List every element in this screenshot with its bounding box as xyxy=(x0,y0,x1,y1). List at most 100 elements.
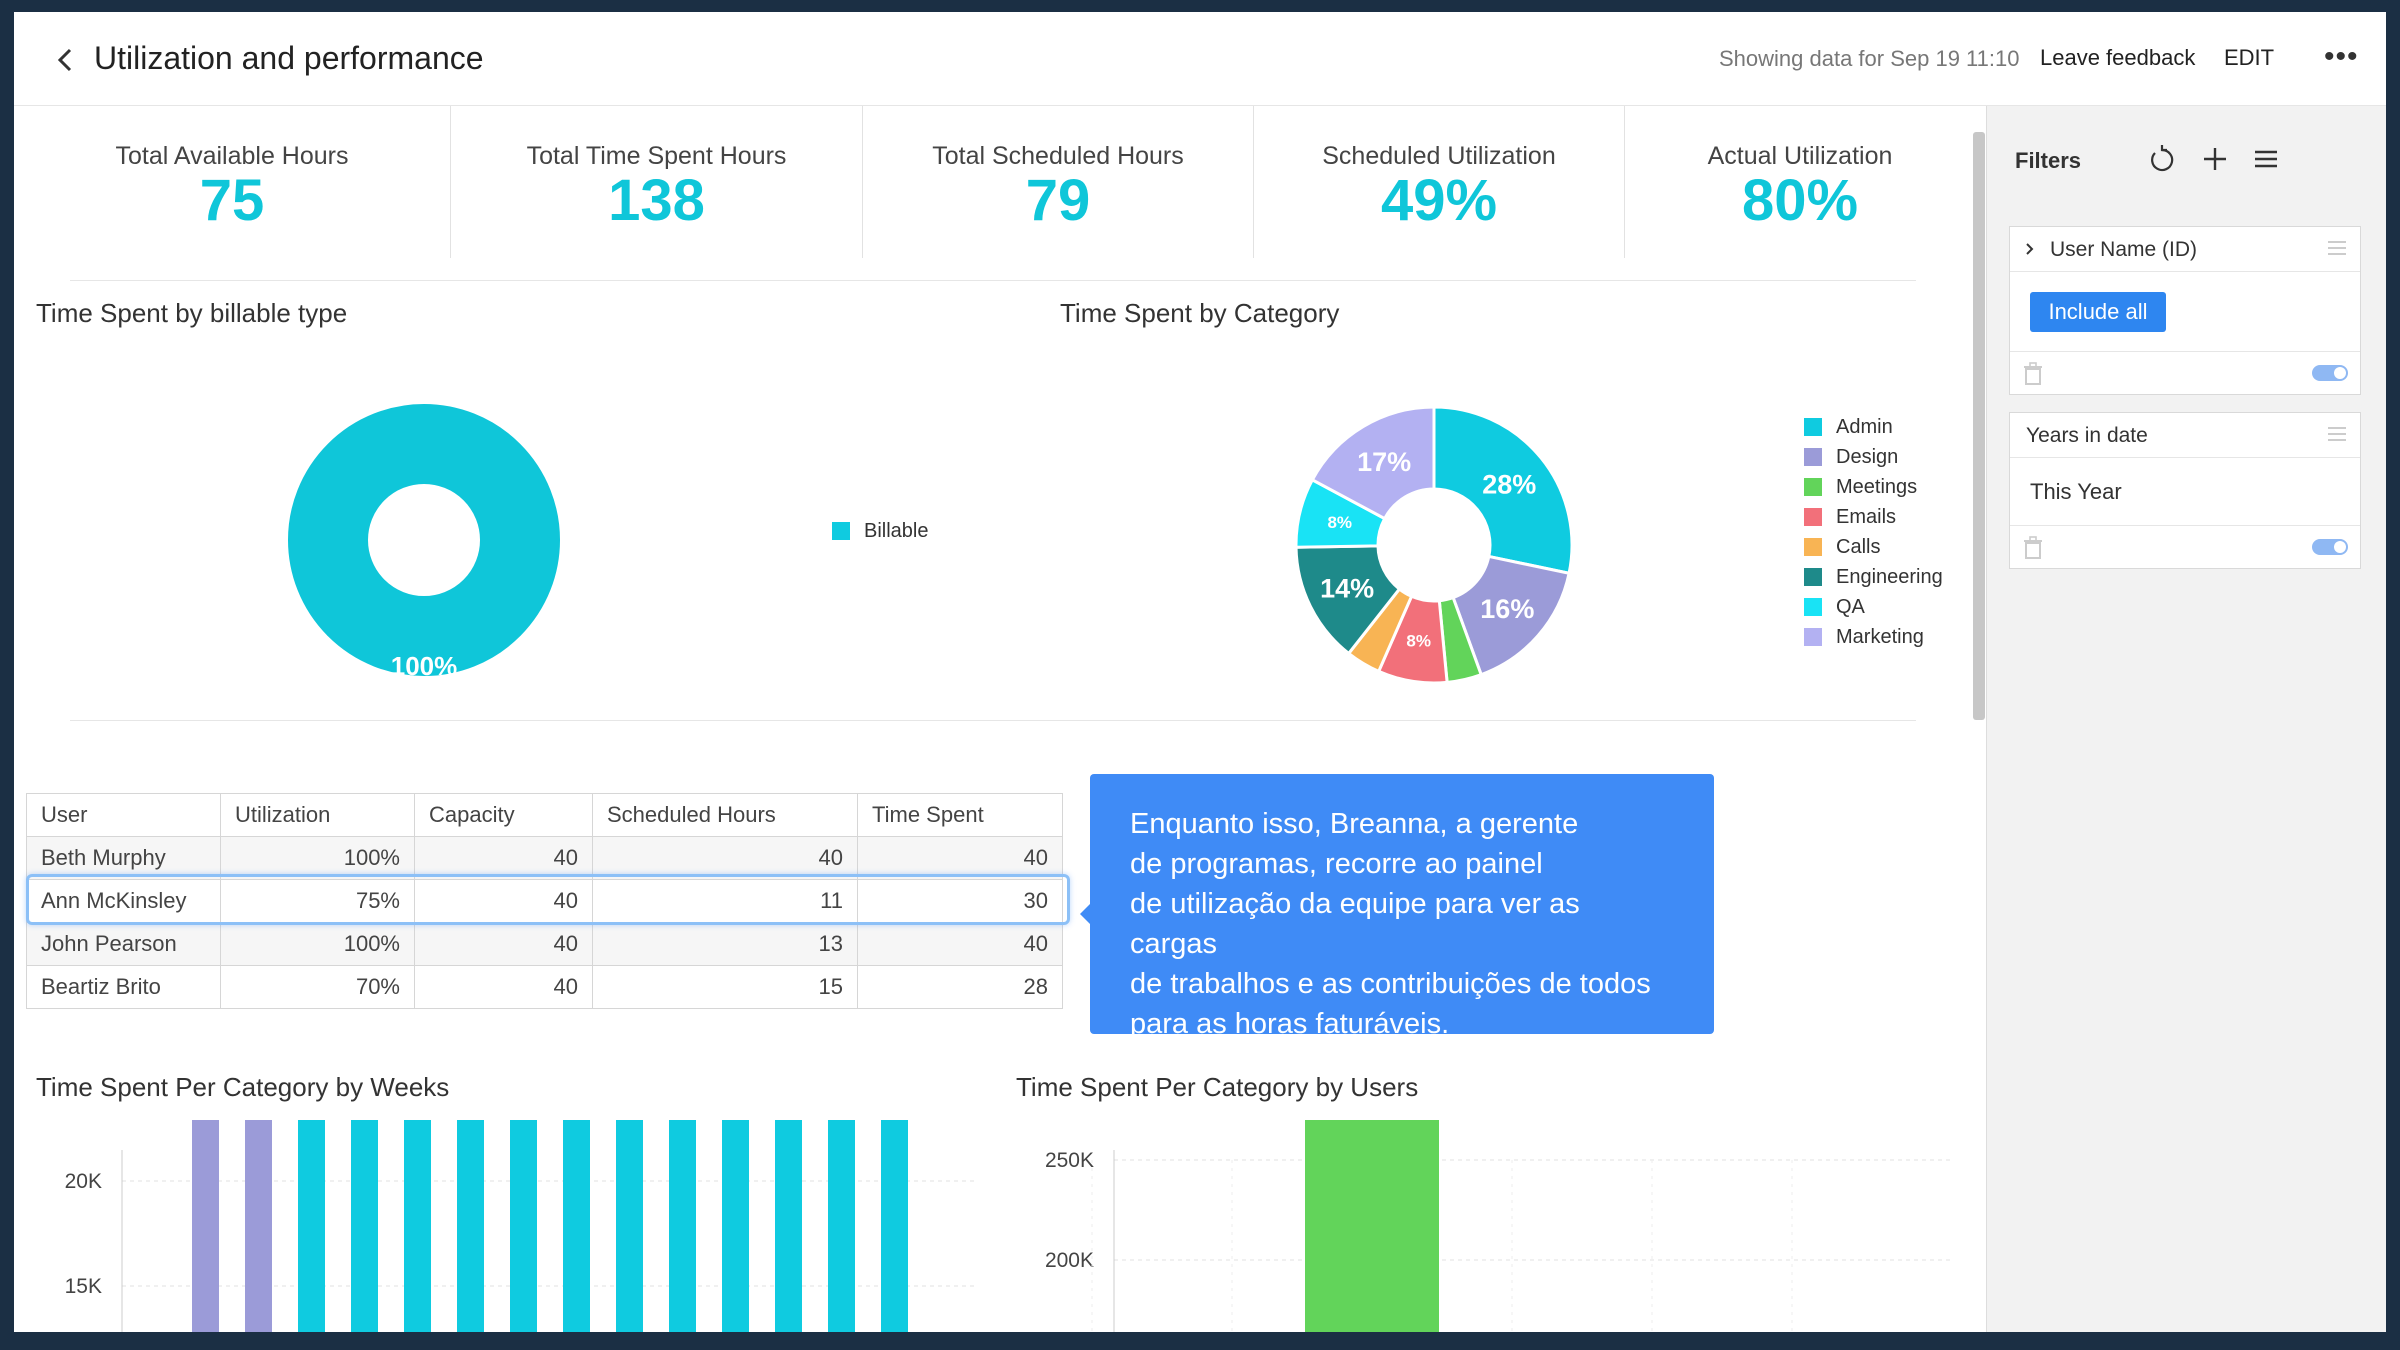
filter-enabled-toggle[interactable] xyxy=(2312,365,2348,381)
bar-segment-admin[interactable] xyxy=(881,1120,908,1332)
trash-icon[interactable] xyxy=(2022,362,2044,386)
cell-capacity: 40 xyxy=(414,836,593,880)
reset-icon[interactable] xyxy=(2145,142,2179,176)
table-header-row: User Utilization Capacity Scheduled Hour… xyxy=(26,793,1063,837)
users-chart-title: Time Spent Per Category by Users xyxy=(1016,1072,1419,1102)
legend-label: Design xyxy=(1836,445,1899,468)
legend-label: Billable xyxy=(864,519,929,542)
bar-segment-admin[interactable] xyxy=(775,1120,802,1332)
bar-segment-meetings[interactable] xyxy=(1305,1120,1439,1332)
kpi-total-available-hours: Total Available Hours 75 xyxy=(14,106,450,260)
top-bar: Utilization and performance Showing data… xyxy=(14,12,2386,106)
drag-handle-icon[interactable] xyxy=(2328,427,2346,441)
bar-segment-admin[interactable] xyxy=(616,1120,643,1332)
legend-item-design: Design xyxy=(1804,442,1943,472)
cell-user: Beth Murphy xyxy=(26,836,221,880)
legend-swatch xyxy=(1804,538,1822,556)
cell-user: John Pearson xyxy=(26,922,221,966)
section-divider xyxy=(70,280,1916,281)
dashboard-app: Utilization and performance Showing data… xyxy=(14,12,2386,1332)
bar-segment-admin[interactable] xyxy=(351,1120,378,1332)
menu-icon[interactable] xyxy=(2249,142,2283,176)
filter-card-header[interactable]: User Name (ID) xyxy=(2010,227,2360,272)
trash-icon[interactable] xyxy=(2022,536,2044,560)
callout-line: de programas, recorre ao painel xyxy=(1130,848,1543,880)
slice-marketing[interactable] xyxy=(1310,405,1436,521)
column-header-scheduled-hours[interactable]: Scheduled Hours xyxy=(592,793,858,837)
weeks-chart-title: Time Spent Per Category by Weeks xyxy=(36,1072,450,1102)
kpi-value: 75 xyxy=(199,168,265,233)
slice-label-design: 16% xyxy=(1480,594,1534,624)
legend-label: Calls xyxy=(1836,535,1881,558)
filter-card-header[interactable]: Years in date xyxy=(2010,413,2360,458)
legend-swatch xyxy=(1804,568,1822,586)
bar-segment-admin[interactable] xyxy=(404,1120,431,1332)
legend-item-meetings: Meetings xyxy=(1804,472,1943,502)
slice-engineering[interactable] xyxy=(1294,544,1402,656)
table-row[interactable]: John Pearson 100% 40 13 40 xyxy=(26,922,1063,966)
filter-card-footer xyxy=(2010,352,2360,394)
main-scrollbar[interactable] xyxy=(1973,132,1985,720)
bar-segment-admin[interactable] xyxy=(828,1120,855,1332)
legend-swatch xyxy=(1804,508,1822,526)
data-timestamp: Showing data for Sep 19 11:10 xyxy=(1719,46,2020,71)
cell-time-spent: 40 xyxy=(857,922,1063,966)
column-header-time-spent[interactable]: Time Spent xyxy=(857,793,1063,837)
slice-label-admin: 28% xyxy=(1482,469,1536,499)
cell-scheduled-hours: 13 xyxy=(592,922,858,966)
bar-segment-design[interactable] xyxy=(245,1120,272,1332)
bar-segment-admin[interactable] xyxy=(457,1120,484,1332)
callout-line: de trabalhos e as contribuições de todos xyxy=(1130,968,1651,1000)
tour-callout: Enquanto isso, Breanna, a gerente de pro… xyxy=(1090,774,1714,1040)
bar-segment-admin[interactable] xyxy=(298,1120,325,1332)
cell-scheduled-hours: 40 xyxy=(592,836,858,880)
chevron-right-icon[interactable] xyxy=(2024,242,2036,256)
table-row-selected[interactable]: Ann McKinsley 75% 40 11 30 xyxy=(26,879,1063,923)
drag-handle-icon[interactable] xyxy=(2328,241,2346,255)
table-row[interactable]: Beth Murphy 100% 40 40 40 xyxy=(26,836,1063,880)
kpi-value: 138 xyxy=(608,168,705,233)
filter-enabled-toggle[interactable] xyxy=(2312,539,2348,555)
table-row[interactable]: Beartiz Brito 70% 40 15 28 xyxy=(26,965,1063,1009)
filter-title: Years in date xyxy=(2026,424,2148,447)
legend-swatch xyxy=(1804,628,1822,646)
bar-segment-admin[interactable] xyxy=(563,1120,590,1332)
legend-label: Engineering xyxy=(1836,565,1943,588)
add-filter-icon[interactable] xyxy=(2198,142,2232,176)
slice-design[interactable] xyxy=(1451,554,1571,677)
leave-feedback-link[interactable]: Leave feedback xyxy=(2040,45,2196,70)
user-utilization-table: User Utilization Capacity Scheduled Hour… xyxy=(26,793,1063,1009)
users-stacked-bar-chart: 250K200K150K xyxy=(1045,1120,1954,1332)
cell-scheduled-hours: 11 xyxy=(592,879,858,923)
cell-capacity: 40 xyxy=(414,922,593,966)
bar-segment-admin[interactable] xyxy=(669,1120,696,1332)
cell-capacity: 40 xyxy=(414,965,593,1009)
legend-item-qa: QA xyxy=(1804,592,1943,622)
column-header-capacity[interactable]: Capacity xyxy=(414,793,593,837)
cell-capacity: 40 xyxy=(414,879,593,923)
back-arrow-icon[interactable] xyxy=(48,42,84,78)
cell-utilization: 70% xyxy=(220,965,415,1009)
legend-swatch xyxy=(1804,598,1822,616)
filter-value: This Year xyxy=(2030,479,2122,504)
include-all-button[interactable]: Include all xyxy=(2030,292,2166,332)
bar-segment-admin[interactable] xyxy=(722,1120,749,1332)
y-tick-label: 20K xyxy=(65,1170,102,1193)
kpi-label: Total Available Hours xyxy=(115,142,349,170)
legend-label: Meetings xyxy=(1836,475,1918,498)
kpi-label: Total Scheduled Hours xyxy=(932,142,1184,170)
slice-admin[interactable] xyxy=(1432,405,1574,576)
bar-segment-design[interactable] xyxy=(192,1120,219,1332)
bar-segment-admin[interactable] xyxy=(510,1120,537,1332)
column-header-utilization[interactable]: Utilization xyxy=(220,793,415,837)
kpi-divider xyxy=(1624,106,1625,258)
slice-label-emails: 8% xyxy=(1406,632,1431,651)
kpi-divider xyxy=(1253,106,1254,258)
billable-chart-title: Time Spent by billable type xyxy=(36,298,348,328)
more-options-icon[interactable]: ••• xyxy=(2324,40,2359,73)
edit-button[interactable]: EDIT xyxy=(2224,45,2275,70)
filter-card-body[interactable]: This Year xyxy=(2010,458,2360,526)
kpi-total-scheduled-hours: Total Scheduled Hours 79 xyxy=(863,106,1253,260)
column-header-user[interactable]: User xyxy=(26,793,221,837)
slice-billable[interactable] xyxy=(288,404,560,676)
